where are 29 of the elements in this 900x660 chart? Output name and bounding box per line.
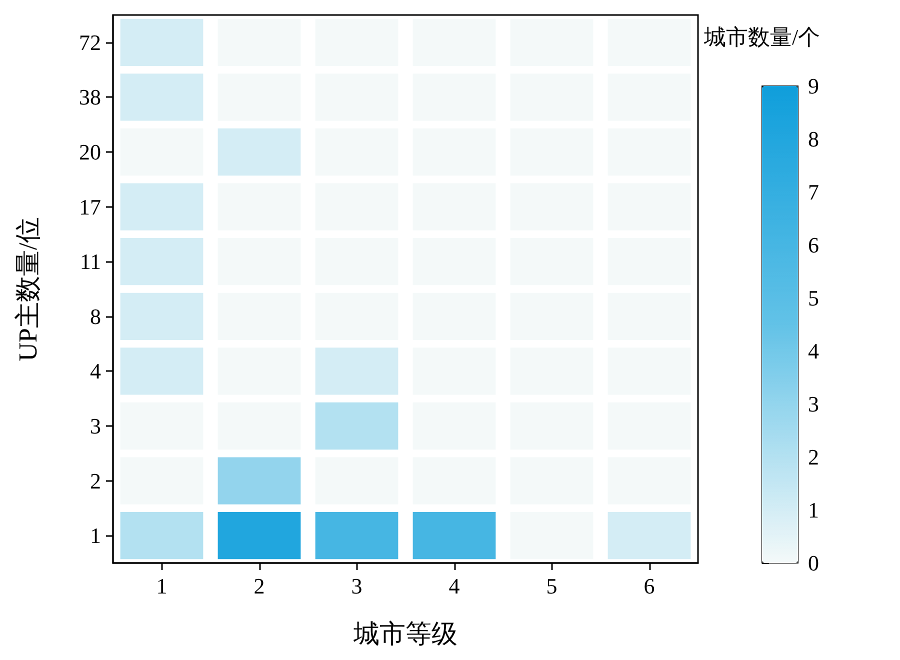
y-tick-label: 20 [79,140,101,164]
x-tick-label: 2 [254,574,265,598]
color-bar-label: 2 [808,444,819,470]
y-tick-label: 1 [90,523,101,548]
y-tick-label: 4 [90,358,101,384]
color-bar-title: 城市数量/个 [702,24,820,50]
x-axis-title: 城市等级 [352,620,458,648]
color-bar-label: 4 [808,338,819,364]
y-tick-label: 2 [90,468,101,494]
y-tick-label: 8 [90,304,101,329]
color-bar-label: 1 [808,498,819,522]
y-tick-label: 11 [80,249,101,274]
color-bar-label: 3 [808,392,819,416]
x-tick-label: 4 [448,574,460,598]
x-tick-label: 5 [546,574,558,598]
y-axis-title: UP主数量/位 [14,216,42,362]
color-bar-label: 8 [808,126,819,152]
color-bar-label: 6 [808,232,819,258]
y-tick-label: 72 [79,30,101,55]
x-tick-label: 3 [351,574,362,598]
y-tick-label: 3 [90,414,101,438]
x-tick-label: 1 [156,574,168,598]
color-bar-label: 0 [808,550,819,576]
color-bar-label: 5 [808,286,819,310]
y-tick-label: 17 [79,194,101,220]
color-bar-label: 9 [808,74,819,98]
y-tick-label: 38 [79,84,101,110]
x-tick-label: 6 [644,574,655,598]
color-bar-label: 7 [808,180,819,204]
